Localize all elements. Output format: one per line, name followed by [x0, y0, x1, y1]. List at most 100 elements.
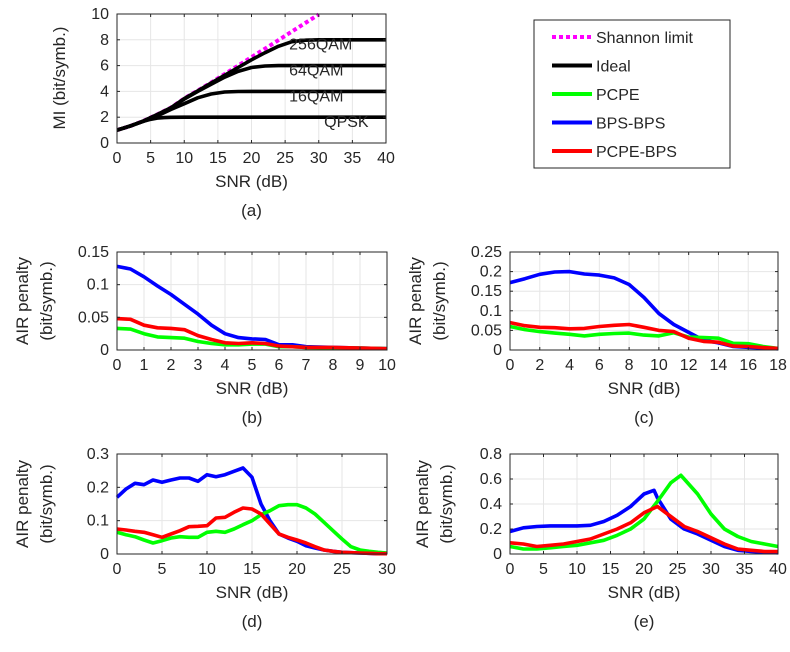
- panel-label: (c): [634, 408, 654, 427]
- y-tick-label: 0: [100, 546, 109, 563]
- y-tick-label: 0.3: [87, 446, 109, 463]
- y-tick-label: 0.1: [87, 513, 109, 530]
- x-tick-label: 20: [635, 561, 653, 578]
- x-tick-label: 20: [243, 150, 261, 167]
- x-tick-label: 0: [113, 357, 122, 374]
- x-tick-label: 20: [288, 561, 306, 578]
- y-tick-label: 0: [493, 546, 502, 563]
- y-axis-label: MI (bit/symb.): [50, 27, 69, 130]
- legend: Shannon limit Ideal PCPE BPS-BPS PCPE-BPS: [533, 19, 731, 169]
- x-tick-label: 0: [113, 561, 122, 578]
- axes-box: [509, 251, 779, 351]
- panel-label: (d): [242, 612, 263, 631]
- x-tick-label: 10: [568, 561, 586, 578]
- x-tick-label: 5: [158, 561, 167, 578]
- x-tick-label: 15: [243, 561, 261, 578]
- series-line-pcpe: [509, 324, 779, 351]
- x-tick-label: 25: [276, 150, 294, 167]
- y-tick-label: 0.6: [480, 471, 502, 488]
- y-tick-label: 0.4: [480, 496, 502, 513]
- y-axis-label-unit: (bit/symb.): [430, 261, 449, 340]
- x-tick-label: 6: [275, 357, 284, 374]
- y-axis-label: AIR penalty: [413, 460, 432, 548]
- y-tick-label: 0.2: [87, 479, 109, 496]
- series-line-pcpe: [116, 502, 388, 555]
- annotation-label: 256QAM: [289, 37, 352, 54]
- x-tick-label: 6: [595, 357, 604, 374]
- x-tick-label: 10: [198, 561, 216, 578]
- x-tick-label: 25: [669, 561, 687, 578]
- panel-label: (a): [241, 201, 262, 220]
- x-tick-label: 9: [356, 357, 365, 374]
- x-tick-label: 3: [194, 357, 203, 374]
- series-line-pcpe-bps: [509, 504, 778, 554]
- x-tick-label: 0: [506, 357, 515, 374]
- y-tick-label: 0.1: [480, 303, 502, 320]
- y-tick-label: 0.05: [471, 322, 502, 339]
- series-line-pcpe-bps: [116, 316, 388, 351]
- y-tick-label: 2: [100, 109, 109, 126]
- x-tick-label: 30: [310, 150, 328, 167]
- x-tick-label: 5: [146, 150, 155, 167]
- x-axis-label: SNR (dB): [215, 172, 288, 191]
- x-tick-label: 15: [209, 150, 227, 167]
- chart-d: 0 5 10 15 20 25 30 0 0.1 0.2 0.3 SNR (dB) (d) AIR pen…: [13, 446, 396, 631]
- x-tick-label: 1: [140, 357, 149, 374]
- series-line: [116, 38, 386, 132]
- x-tick-label: 4: [565, 357, 574, 374]
- panel-label: (e): [634, 612, 655, 631]
- legend-label: PCPE-BPS: [596, 144, 677, 161]
- y-axis-label: AIR penalty: [13, 460, 32, 548]
- legend-label: PCPE: [596, 87, 640, 104]
- annotation-label: QPSK: [324, 114, 369, 131]
- x-tick-label: 4: [221, 357, 230, 374]
- y-tick-label: 0.1: [87, 277, 109, 294]
- x-tick-label: 10: [650, 357, 668, 374]
- y-tick-label: 0.25: [471, 244, 502, 261]
- x-tick-label: 14: [710, 357, 728, 374]
- y-axis-label-unit: (bit/symb.): [37, 464, 56, 543]
- panel-label: (b): [242, 408, 263, 427]
- y-tick-label: 0: [100, 135, 109, 152]
- y-tick-label: 0: [493, 342, 502, 359]
- x-tick-label: 8: [625, 357, 634, 374]
- x-tick-label: 10: [175, 150, 193, 167]
- x-tick-label: 30: [378, 561, 396, 578]
- x-tick-label: 40: [769, 561, 787, 578]
- x-tick-label: 12: [680, 357, 698, 374]
- legend-label: BPS-BPS: [596, 116, 665, 133]
- y-tick-label: 0.05: [78, 309, 109, 326]
- x-tick-label: 18: [769, 357, 787, 374]
- chart-e: 0 5 10 15 20 25 30 35 40 0 0.2 0.4 0.6 0.8 SNR (dB) (e)…: [413, 446, 787, 631]
- x-tick-label: 25: [333, 561, 351, 578]
- x-tick-label: 30: [702, 561, 720, 578]
- y-tick-label: 0.8: [480, 446, 502, 463]
- x-tick-label: 35: [736, 561, 754, 578]
- y-axis-label: AIR penalty: [13, 257, 32, 345]
- y-tick-label: 0.15: [471, 283, 502, 300]
- chart-b: 0 1 2 3 4 5 6 7 8 9 10 0 0.05 0.1 0.15 SNR (dB) (b) AIR p…: [13, 244, 396, 427]
- x-tick-label: 2: [535, 357, 544, 374]
- x-axis-label: SNR (dB): [216, 379, 289, 398]
- annotation-label: 16QAM: [289, 88, 343, 105]
- y-tick-label: 8: [100, 32, 109, 49]
- x-tick-label: 5: [539, 561, 548, 578]
- chart-a: 0 5 10 15 20 25 30 35 40 0 2 4 6 8 10 SNR (dB) (a) MI (bi…: [50, 6, 395, 220]
- legend-label: Shannon limit: [596, 30, 694, 47]
- y-axis-label-unit: (bit/symb.): [37, 261, 56, 340]
- x-tick-label: 35: [343, 150, 361, 167]
- legend-label: Ideal: [596, 59, 631, 76]
- x-tick-label: 2: [167, 357, 176, 374]
- x-axis-label: SNR (dB): [608, 583, 681, 602]
- x-tick-label: 40: [377, 150, 395, 167]
- y-tick-label: 10: [91, 6, 109, 23]
- x-tick-label: 7: [302, 357, 311, 374]
- x-tick-label: 16: [739, 357, 757, 374]
- y-axis-label-unit: (bit/symb.): [437, 464, 456, 543]
- y-tick-label: 0: [100, 342, 109, 359]
- series-line-pcpe-bps: [509, 320, 779, 351]
- x-tick-label: 0: [113, 150, 122, 167]
- chart-c: 0 2 4 6 8 10 12 14 16 18 0 0.05 0.1 0.15 0.2 0.25 SNR (d…: [406, 244, 787, 427]
- x-tick-label: 10: [378, 357, 396, 374]
